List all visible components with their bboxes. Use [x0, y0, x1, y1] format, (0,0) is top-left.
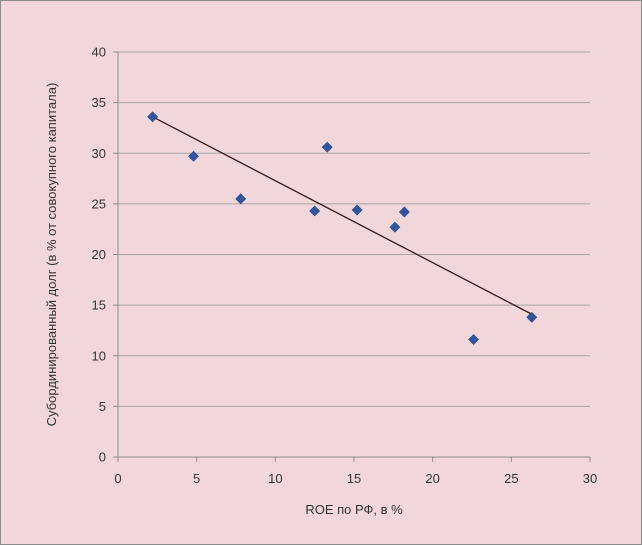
data-point	[389, 221, 401, 233]
axes	[113, 51, 591, 462]
data-points	[147, 111, 538, 345]
y-tick-label: 15	[92, 298, 106, 313]
data-point	[147, 111, 159, 123]
data-point	[309, 205, 321, 217]
y-axis-title: Субординированный долг (в % от совокупно…	[44, 83, 59, 427]
data-point	[188, 150, 199, 162]
x-tick-label: 0	[114, 471, 121, 486]
x-axis-title: ROE по РФ, в %	[305, 502, 403, 517]
y-tick-label: 20	[92, 247, 106, 262]
x-tick-label: 30	[583, 471, 597, 486]
y-tick-labels: 0 5 10 15 20 25 30 35 40	[92, 45, 106, 465]
data-point	[468, 334, 479, 345]
trendline-group	[152, 116, 533, 315]
y-tick-label: 5	[99, 399, 106, 414]
gridlines	[118, 51, 590, 407]
y-tick-label: 25	[92, 196, 106, 211]
x-tick-label: 20	[425, 471, 439, 486]
y-tick-label: 35	[92, 95, 106, 110]
data-point	[526, 311, 538, 323]
trendline	[152, 116, 533, 315]
x-tick-label: 5	[193, 471, 200, 486]
data-point	[398, 206, 410, 218]
x-tick-label: 10	[268, 471, 282, 486]
data-point	[351, 204, 363, 216]
x-tick-label: 25	[504, 471, 518, 486]
x-tick-label: 15	[347, 471, 361, 486]
y-tick-label: 10	[92, 348, 106, 363]
x-tick-labels: 0 5 10 15 20 25 30	[114, 471, 597, 486]
y-tick-label: 30	[92, 146, 106, 161]
y-tick-label: 40	[92, 45, 106, 60]
y-tick-label: 0	[99, 450, 106, 465]
data-point	[235, 193, 247, 205]
data-point	[321, 141, 333, 153]
